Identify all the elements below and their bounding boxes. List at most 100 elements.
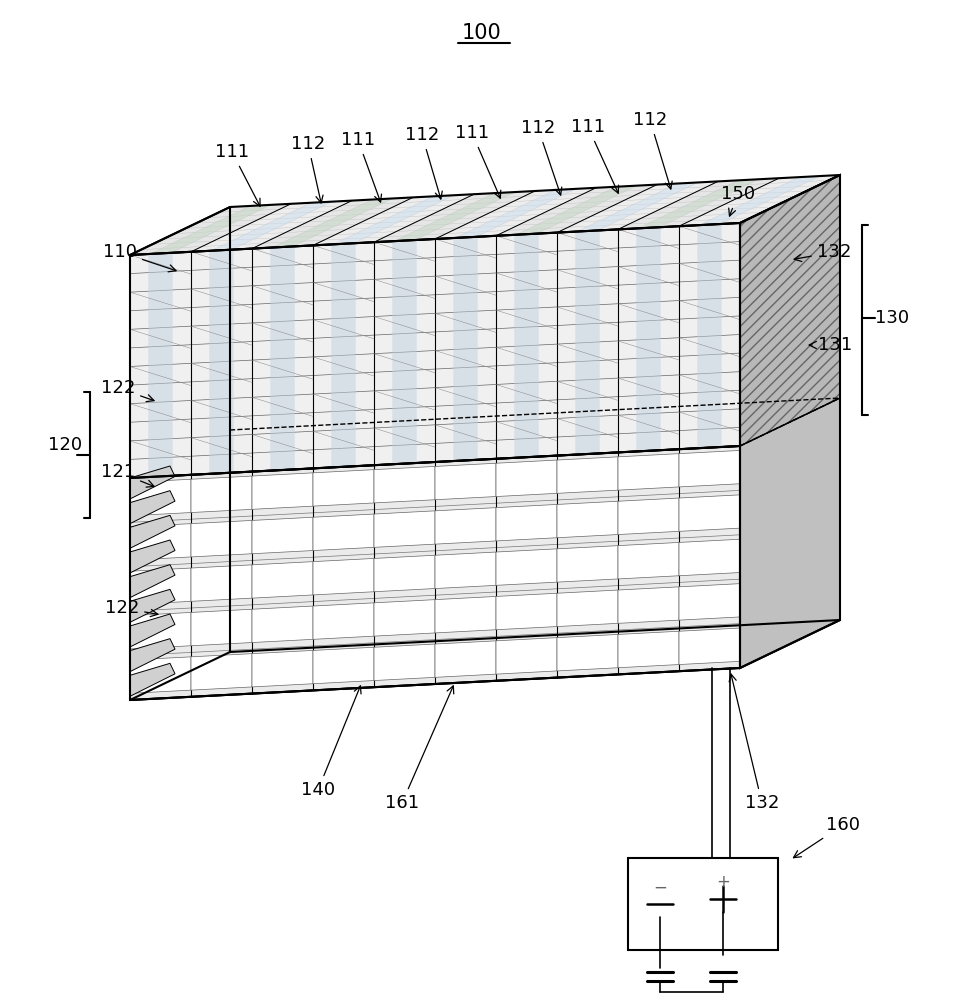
Polygon shape xyxy=(130,568,191,605)
Text: 120: 120 xyxy=(48,436,82,454)
Text: 112: 112 xyxy=(405,126,442,199)
Polygon shape xyxy=(557,501,618,538)
Polygon shape xyxy=(313,603,374,639)
Polygon shape xyxy=(374,466,435,503)
Polygon shape xyxy=(699,176,820,225)
Polygon shape xyxy=(557,590,618,627)
Polygon shape xyxy=(435,552,496,589)
Polygon shape xyxy=(698,224,722,448)
Polygon shape xyxy=(374,600,435,636)
Polygon shape xyxy=(455,189,576,238)
Text: 100: 100 xyxy=(462,23,502,43)
Text: 121: 121 xyxy=(101,463,154,487)
Polygon shape xyxy=(252,420,413,472)
Polygon shape xyxy=(557,181,718,233)
Bar xyxy=(628,858,778,950)
Text: 112: 112 xyxy=(521,119,562,195)
Polygon shape xyxy=(374,414,535,465)
Text: 122: 122 xyxy=(100,379,154,402)
Text: 132: 132 xyxy=(794,243,851,262)
Text: −: − xyxy=(653,879,667,897)
Polygon shape xyxy=(618,498,679,535)
Polygon shape xyxy=(618,631,679,668)
Polygon shape xyxy=(130,175,840,255)
Text: 111: 111 xyxy=(455,124,501,198)
Polygon shape xyxy=(374,555,435,592)
Text: 112: 112 xyxy=(633,111,673,189)
Polygon shape xyxy=(557,457,618,493)
Polygon shape xyxy=(130,204,291,255)
Polygon shape xyxy=(679,584,740,620)
Text: 160: 160 xyxy=(793,816,860,858)
Polygon shape xyxy=(313,647,374,684)
Polygon shape xyxy=(636,227,661,451)
Polygon shape xyxy=(740,398,840,668)
Polygon shape xyxy=(313,194,474,245)
Polygon shape xyxy=(272,198,393,248)
Polygon shape xyxy=(130,398,840,478)
Text: 110: 110 xyxy=(103,243,176,272)
Polygon shape xyxy=(313,417,474,468)
Polygon shape xyxy=(130,663,175,696)
Polygon shape xyxy=(252,473,313,509)
Polygon shape xyxy=(496,549,557,585)
Polygon shape xyxy=(679,175,840,226)
Polygon shape xyxy=(130,657,191,693)
Polygon shape xyxy=(496,408,657,459)
Polygon shape xyxy=(435,641,496,677)
Polygon shape xyxy=(679,450,740,487)
Polygon shape xyxy=(618,401,779,452)
Polygon shape xyxy=(679,495,740,531)
Text: +: + xyxy=(716,873,730,891)
Polygon shape xyxy=(454,237,478,461)
Polygon shape xyxy=(313,470,374,506)
Polygon shape xyxy=(191,424,352,475)
Polygon shape xyxy=(618,542,679,579)
Polygon shape xyxy=(618,587,679,623)
Polygon shape xyxy=(130,491,175,524)
Polygon shape xyxy=(679,398,840,449)
Polygon shape xyxy=(191,654,252,690)
Polygon shape xyxy=(577,182,698,232)
Polygon shape xyxy=(496,638,557,674)
Polygon shape xyxy=(130,427,291,478)
Polygon shape xyxy=(252,606,313,643)
Polygon shape xyxy=(496,593,557,630)
Polygon shape xyxy=(618,454,679,490)
Polygon shape xyxy=(130,639,175,672)
Polygon shape xyxy=(191,476,252,513)
Polygon shape xyxy=(435,411,596,462)
Text: 131: 131 xyxy=(810,336,852,354)
Polygon shape xyxy=(557,634,618,671)
Text: 150: 150 xyxy=(721,185,755,216)
Polygon shape xyxy=(374,511,435,547)
Polygon shape xyxy=(393,240,417,464)
Text: 161: 161 xyxy=(385,686,454,812)
Polygon shape xyxy=(557,404,718,456)
Polygon shape xyxy=(130,614,175,647)
Polygon shape xyxy=(191,520,252,557)
Text: 130: 130 xyxy=(875,309,909,327)
Polygon shape xyxy=(252,517,313,554)
Polygon shape xyxy=(679,628,740,665)
Polygon shape xyxy=(130,540,175,573)
Polygon shape xyxy=(435,463,496,500)
Polygon shape xyxy=(210,202,332,251)
Polygon shape xyxy=(740,175,840,446)
Polygon shape xyxy=(496,460,557,497)
Text: 111: 111 xyxy=(215,143,261,206)
Polygon shape xyxy=(374,644,435,681)
Polygon shape xyxy=(496,504,557,541)
Text: 132: 132 xyxy=(730,674,779,812)
Polygon shape xyxy=(435,596,496,633)
Polygon shape xyxy=(679,539,740,576)
Polygon shape xyxy=(333,195,455,244)
Polygon shape xyxy=(191,565,252,601)
Polygon shape xyxy=(313,514,374,551)
Polygon shape xyxy=(496,185,657,236)
Text: 111: 111 xyxy=(341,131,381,202)
Polygon shape xyxy=(209,250,234,474)
Polygon shape xyxy=(149,253,173,477)
Polygon shape xyxy=(130,612,191,649)
Polygon shape xyxy=(130,524,191,560)
